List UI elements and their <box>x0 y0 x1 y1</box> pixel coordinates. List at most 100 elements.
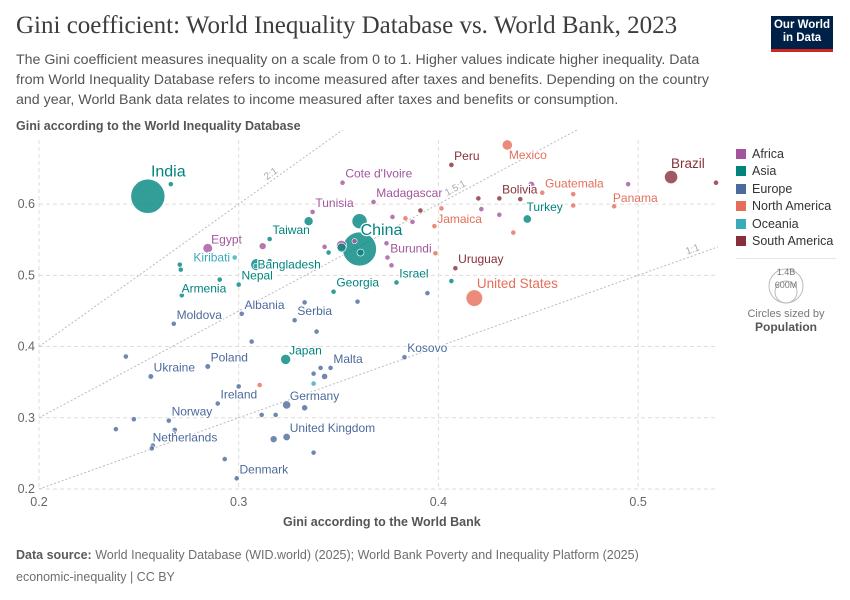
data-point <box>303 216 314 226</box>
y-tick-label: 0.4 <box>18 340 35 354</box>
point-label: Kosovo <box>407 341 447 355</box>
data-point <box>309 209 316 215</box>
data-point <box>165 417 172 424</box>
data-point <box>496 195 503 202</box>
data-point <box>448 162 455 168</box>
point-label: Madagascar <box>376 186 442 200</box>
ratio-line <box>39 130 578 419</box>
data-point <box>269 435 278 443</box>
data-point <box>266 258 273 264</box>
size-legend-circles: 1.4B 600M <box>768 267 804 304</box>
data-point <box>321 373 328 380</box>
point-label: Israel <box>399 266 428 280</box>
source-text[interactable]: World Inequality Database (WID.world) (2… <box>95 548 639 562</box>
size-legend: 1.4B 600M Circles sized by Population <box>736 258 836 334</box>
point-label: Poland <box>211 350 248 364</box>
data-point <box>501 139 513 151</box>
data-point <box>465 289 483 307</box>
data-point <box>402 215 409 222</box>
data-point <box>321 243 328 250</box>
data-point <box>167 181 174 188</box>
data-point <box>122 353 129 360</box>
data-point <box>272 412 279 418</box>
point-label: Moldova <box>177 308 223 322</box>
data-point <box>664 170 678 184</box>
data-point <box>417 207 424 214</box>
data-point <box>570 202 577 209</box>
data-point <box>527 181 536 189</box>
license-text[interactable]: economic-inequality | CC BY <box>16 570 175 584</box>
data-point <box>393 279 400 286</box>
legend-item[interactable]: South America <box>736 233 833 251</box>
point-label: Armenia <box>182 281 227 295</box>
data-point <box>178 292 185 299</box>
size-variable: Population <box>755 320 817 334</box>
x-tick-label: 0.4 <box>430 495 447 509</box>
y-tick-label: 0.6 <box>18 197 35 211</box>
data-point <box>204 363 211 370</box>
data-point <box>409 219 416 225</box>
point-label: Burundi <box>390 242 431 256</box>
data-point <box>448 278 455 284</box>
y-axis-label: Gini according to the World Inequality D… <box>16 119 301 133</box>
data-point <box>221 456 228 462</box>
point-label: Albania <box>244 298 284 312</box>
data-point <box>301 404 308 412</box>
legend-item[interactable]: Europe <box>736 180 833 198</box>
data-point <box>522 214 532 224</box>
data-point <box>235 281 242 288</box>
point-label: Tunisia <box>315 196 354 210</box>
data-point <box>317 365 324 371</box>
point-label: Malta <box>333 352 363 366</box>
data-point <box>424 290 431 297</box>
data-point <box>233 475 240 482</box>
point-label: India <box>151 163 186 180</box>
size-label-large: 1.4B <box>777 267 796 277</box>
data-point <box>354 298 361 305</box>
data-point <box>330 288 337 295</box>
legend-label: Oceania <box>752 216 799 231</box>
data-point <box>301 299 308 306</box>
data-point <box>496 211 503 218</box>
data-point <box>238 310 245 317</box>
point-label: Egypt <box>211 232 242 246</box>
point-label: Norway <box>172 405 213 419</box>
point-label: Cote d'Ivoire <box>345 167 412 181</box>
legend-item[interactable]: North America <box>736 198 833 216</box>
data-point <box>280 354 291 365</box>
x-tick-label: 0.5 <box>629 495 646 509</box>
legend-item[interactable]: Oceania <box>736 215 833 233</box>
point-label: Germany <box>290 389 339 403</box>
data-point <box>266 236 273 242</box>
data-point <box>325 249 332 256</box>
chart-subtitle: The Gini coefficient measures inequality… <box>16 52 709 108</box>
legend-item[interactable]: Asia <box>736 163 833 181</box>
data-point <box>214 400 221 407</box>
x-axis-label: Gini according to the World Bank <box>283 515 481 529</box>
owid-logo[interactable]: Our World in Data <box>771 16 833 52</box>
y-tick-label: 0.2 <box>18 482 35 496</box>
region-legend: Africa Asia Europe North America Oceania Sout… <box>736 145 833 250</box>
data-point <box>570 191 577 198</box>
data-point <box>310 449 317 456</box>
legend-swatch <box>736 166 746 177</box>
x-tick-label: 0.2 <box>30 495 47 509</box>
data-point <box>388 262 395 269</box>
legend-swatch <box>736 201 746 212</box>
data-point <box>438 205 445 212</box>
data-point <box>431 223 438 230</box>
data-point <box>258 412 265 418</box>
point-label: Peru <box>454 149 479 163</box>
y-tick-label: 0.3 <box>18 411 35 425</box>
data-point <box>310 370 317 377</box>
data-point <box>351 238 358 245</box>
data-point <box>291 317 298 324</box>
point-label: Denmark <box>239 462 289 476</box>
legend-item[interactable]: Africa <box>736 145 833 163</box>
data-point <box>625 181 632 188</box>
legend-label: North America <box>752 199 832 214</box>
data-point <box>177 266 184 273</box>
point-label: Japan <box>289 343 322 357</box>
